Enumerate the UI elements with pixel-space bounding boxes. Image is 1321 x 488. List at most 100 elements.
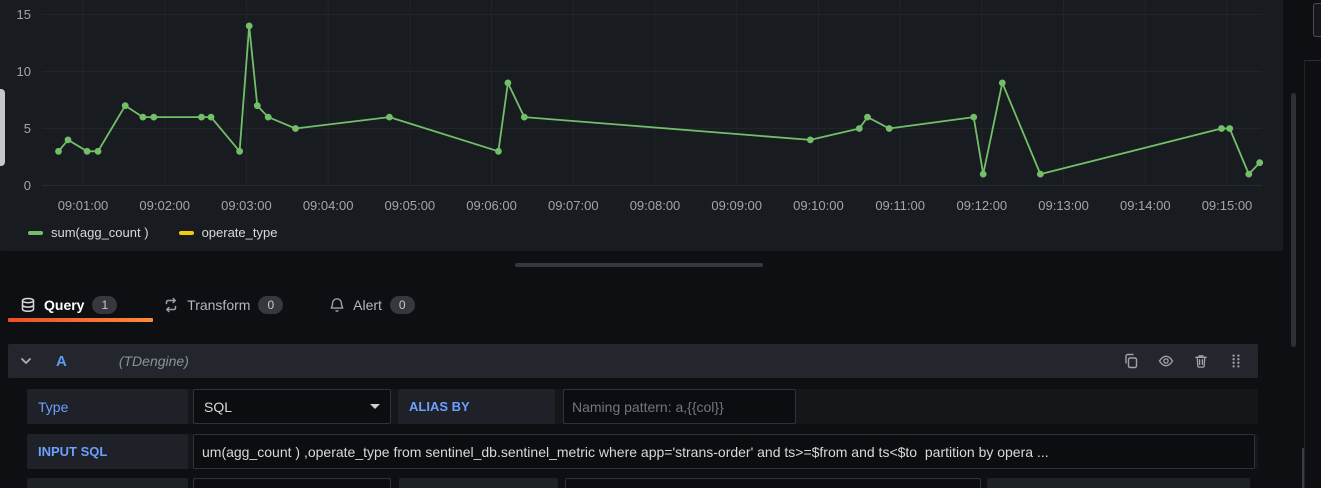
input-sql-field-label: INPUT SQL — [27, 434, 188, 469]
tab-query[interactable]: Query 1 — [8, 288, 129, 321]
data-point — [292, 125, 299, 132]
data-point — [83, 147, 91, 155]
data-point — [495, 147, 502, 155]
data-point — [806, 136, 814, 144]
data-point — [1037, 170, 1044, 178]
data-point — [55, 147, 62, 155]
tab-query-label: Query — [44, 296, 85, 313]
options-pane-toggle-button[interactable] — [1313, 3, 1321, 37]
clipped-input[interactable] — [565, 478, 981, 488]
chart-svg[interactable]: 0 5 10 15 09:01:00 09:02:00 09:03:00 09:04:00 09… — [0, 0, 1283, 218]
y-tick-label: 15 — [17, 7, 31, 22]
data-point — [504, 79, 512, 87]
x-tick-label: 09:12:00 — [957, 198, 1008, 213]
data-point — [264, 113, 272, 121]
clipped-select[interactable] — [193, 478, 391, 488]
query-datasource-name: (TDengine) — [118, 353, 189, 369]
input-sql-field-label-text: INPUT SQL — [38, 444, 108, 459]
x-tick-label: 09:07:00 — [548, 198, 599, 213]
tab-transform[interactable]: Transform 0 — [151, 288, 295, 321]
drag-handle-icon[interactable] — [1228, 353, 1244, 369]
x-tick-label: 09:04:00 — [303, 198, 354, 213]
legend-item[interactable]: sum(agg_count ) — [28, 225, 149, 241]
tab-alert-badge: 0 — [389, 295, 415, 314]
data-point — [1245, 170, 1253, 178]
data-point — [121, 102, 129, 110]
data-point — [236, 147, 244, 155]
tab-transform-label: Transform — [187, 296, 251, 313]
data-point — [64, 136, 72, 144]
type-select-value: SQL — [204, 398, 233, 415]
series-line — [57, 24, 1261, 176]
x-tick-label: 09:15:00 — [1202, 198, 1253, 213]
clipped-field — [987, 478, 1250, 488]
data-point — [386, 113, 393, 121]
data-point — [970, 113, 978, 121]
query-actions — [1123, 353, 1244, 369]
options-pane-edge — [1304, 60, 1321, 488]
data-point — [520, 113, 528, 121]
chevron-down-icon[interactable] — [18, 353, 34, 369]
data-point — [1218, 125, 1225, 132]
vertical-scrollbar-thumb[interactable] — [1291, 93, 1296, 347]
alias-by-field-label-text: ALIAS BY — [409, 399, 470, 414]
query-ref-id: A — [56, 352, 67, 370]
caret-down-icon — [370, 404, 380, 409]
type-select[interactable]: SQL — [193, 389, 391, 424]
tab-query-badge: 1 — [92, 295, 118, 314]
x-tick-label: 09:13:00 — [1038, 198, 1089, 213]
clipped-field-label — [399, 478, 558, 488]
legend-swatch — [178, 231, 194, 235]
data-point — [198, 113, 205, 121]
y-tick-label: 0 — [24, 178, 31, 193]
legend-label: operate_type — [201, 225, 278, 240]
tab-alert[interactable]: Alert 0 — [317, 288, 426, 321]
x-tick-label: 09:05:00 — [385, 198, 436, 213]
legend-swatch — [28, 231, 43, 235]
options-pane-edge-highlight — [1302, 448, 1304, 488]
data-point — [253, 102, 261, 110]
x-tick-label: 09:08:00 — [630, 198, 681, 213]
legend-label: sum(agg_count ) — [51, 225, 149, 240]
alias-by-input[interactable] — [563, 389, 796, 424]
y-tick-label: 5 — [24, 121, 31, 136]
panel-splitter-handle[interactable] — [0, 89, 5, 166]
x-tick-label: 09:11:00 — [875, 198, 925, 213]
data-point — [885, 125, 893, 132]
active-tab-indicator — [8, 318, 153, 322]
transform-icon — [165, 297, 177, 312]
type-field-label: Type — [27, 389, 188, 424]
data-point — [94, 147, 102, 155]
legend-item[interactable]: operate_type — [178, 225, 278, 241]
chart-legend: sum(agg_count ) operate_type — [28, 225, 277, 241]
data-point — [979, 170, 987, 178]
editor-tabs: Query 1 Transform 0 Alert 0 — [8, 288, 427, 321]
x-tick-label: 09:02:00 — [139, 198, 190, 213]
query-header[interactable]: A (TDengine) — [8, 344, 1258, 378]
delete-query-icon[interactable] — [1193, 353, 1209, 369]
database-icon — [21, 297, 35, 312]
x-tick-label: 09:03:00 — [221, 198, 272, 213]
x-tick-label: 09:10:00 — [793, 198, 844, 213]
data-point — [855, 125, 863, 132]
type-field-label-text: Type — [38, 398, 69, 415]
data-point — [864, 113, 871, 121]
x-tick-label: 09:06:00 — [466, 198, 517, 213]
tab-alert-label: Alert — [353, 296, 382, 313]
data-point — [998, 79, 1006, 87]
clipped-field-label — [27, 478, 188, 488]
timeseries-panel: 0 5 10 15 09:01:00 09:02:00 09:03:00 09:04:00 09… — [0, 0, 1283, 251]
bell-icon — [330, 297, 344, 312]
input-sql-input[interactable] — [193, 434, 1255, 469]
x-tick-label: 09:09:00 — [711, 198, 762, 213]
duplicate-query-icon[interactable] — [1123, 353, 1139, 369]
data-point — [1226, 125, 1234, 132]
data-point — [150, 113, 158, 121]
editor-resize-handle[interactable] — [515, 263, 763, 267]
toggle-visibility-icon[interactable] — [1158, 353, 1174, 369]
x-tick-label: 09:01:00 — [58, 198, 109, 213]
alias-by-field-label: ALIAS BY — [398, 389, 555, 424]
x-tick-label: 09:14:00 — [1120, 198, 1171, 213]
y-tick-label: 10 — [17, 64, 31, 79]
